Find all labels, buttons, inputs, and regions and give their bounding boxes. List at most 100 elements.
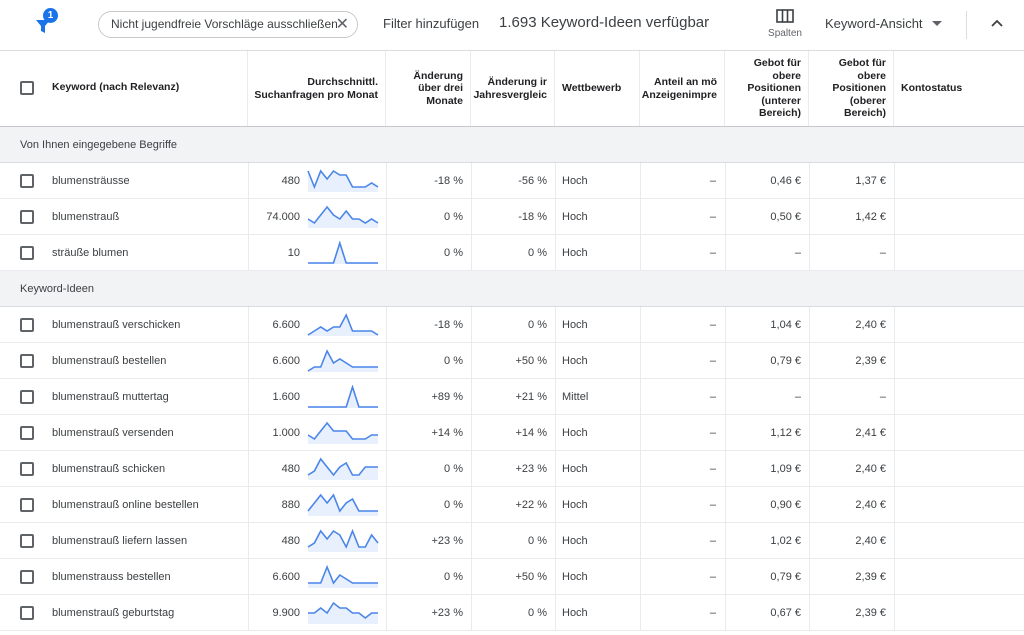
table-row[interactable]: blumenstrauß versenden 1.000 +14 % +14 % Hoc… [0,415,1024,451]
columns-button[interactable]: Spalten [758,6,812,46]
column-divider [471,451,472,486]
table-row[interactable]: blumenstrauß verschicken 6.600 -18 % 0 % Hoc… [0,307,1024,343]
columns-icon [776,9,794,23]
keyword-table: Keyword (nach Relevanz) Durchschnittl. Su… [0,50,1024,631]
column-divider [555,559,556,594]
bid-low-cell: 0,67 € [770,607,801,619]
table-row[interactable]: blumenstrauß 74.000 0 % -18 % Hoch – 0,50 € 1,4… [0,199,1024,235]
bid-high-cell: – [879,247,886,259]
row-checkbox[interactable] [20,354,34,368]
change-yoy-cell: +50 % [515,571,548,583]
table-row[interactable]: blumenstrauß online bestellen 880 0 % +22 %… [0,487,1024,523]
bid-low-cell: – [794,247,801,259]
header-bid-low[interactable]: Gebot für obere Positionen (unterer Bereich) [725,51,809,126]
avg-searches-cell: 10 [287,247,300,259]
header-keyword[interactable]: Keyword (nach Relevanz) [52,81,180,93]
row-checkbox[interactable] [20,210,34,224]
trend-sparkline [307,529,379,552]
column-divider [555,523,556,558]
filter-icon[interactable] [30,11,58,39]
row-checkbox[interactable] [20,534,34,548]
column-divider [555,595,556,630]
table-row[interactable]: blumensträusse 480 -18 % -56 % Hoch – 0,46 € 1,… [0,163,1024,199]
table-row[interactable]: blumenstrauß liefern lassen 480 +23 % 0 % Ho… [0,523,1024,559]
table-row[interactable]: sträuße blumen 10 0 % 0 % Hoch – – – [0,235,1024,271]
keyword-cell: blumenstrauß geburtstag [52,607,175,619]
row-checkbox[interactable] [20,606,34,620]
chevron-up-icon[interactable] [990,18,1004,28]
table-row[interactable]: blumenstrauß geburtstag 9.900 +23 % 0 % Hoch… [0,595,1024,631]
trend-area [308,423,378,444]
header-avg-searches[interactable]: Durchschnittl. Suchanfragen pro Monat [248,51,386,126]
select-all-checkbox[interactable] [20,81,34,95]
header-ad-share[interactable]: Anteil an mö Anzeigenimpre [640,51,725,126]
bid-low-cell: 1,02 € [770,535,801,547]
row-checkbox[interactable] [20,390,34,404]
table-row[interactable]: blumenstrauß bestellen 6.600 0 % +50 % Hoch –… [0,343,1024,379]
column-divider [725,451,726,486]
change-3m-cell: 0 % [444,571,463,583]
row-checkbox[interactable] [20,174,34,188]
row-checkbox[interactable] [20,462,34,476]
trend-line [307,493,378,513]
caret-down-icon[interactable] [932,21,942,26]
table-row[interactable]: blumenstrauss bestellen 6.600 0 % +50 % Hoch… [0,559,1024,595]
trend-area [308,603,378,624]
competition-cell: Hoch [562,535,588,547]
row-checkbox[interactable] [20,498,34,512]
column-divider [894,487,895,522]
row-checkbox[interactable] [20,318,34,332]
trend-area [308,387,378,408]
column-divider [809,451,810,486]
header-competition[interactable]: Wettbewerb [555,51,640,126]
add-filter-button[interactable]: Filter hinzufügen [383,16,480,31]
header-change-3m[interactable]: Änderung über drei Monate [386,51,471,126]
header-change-3m-line2: über drei [418,82,463,95]
toolbar-divider [966,11,967,39]
section-header: Keyword-Ideen [0,271,1024,307]
trend-line [308,385,378,408]
header-change-yoy[interactable]: Änderung ir Jahresvergleic [471,51,555,126]
column-divider [248,343,249,378]
change-3m-cell: 0 % [444,355,463,367]
column-divider [725,379,726,414]
keyword-cell: blumenstrauss bestellen [52,571,171,583]
ad-share-cell: – [709,175,716,187]
bid-high-cell: 2,40 € [855,463,886,475]
column-divider [555,343,556,378]
keyword-view-select[interactable]: Keyword-Ansicht [825,16,923,31]
competition-cell: Hoch [562,355,588,367]
competition-cell: Hoch [562,499,588,511]
close-icon[interactable]: ✕ [335,16,349,33]
column-divider [471,379,472,414]
competition-cell: Hoch [562,571,588,583]
column-divider [894,451,895,486]
row-checkbox[interactable] [20,570,34,584]
column-divider [640,199,641,234]
trend-line [308,565,378,585]
row-checkbox[interactable] [20,246,34,260]
filter-chip-adult[interactable]: Nicht jugendfreie Vorschläge ausschließe… [98,11,358,38]
table-row[interactable]: blumenstrauß muttertag 1.600 +89 % +21 % Mit… [0,379,1024,415]
header-change-3m-line3: Monate [426,94,463,107]
bid-high-cell: 2,40 € [855,535,886,547]
header-account-status[interactable]: Kontostatus [894,51,1024,126]
column-divider [894,163,895,198]
table-row[interactable]: blumenstrauß schicken 480 0 % +23 % Hoch – 1,0… [0,451,1024,487]
avg-searches-cell: 880 [281,499,300,511]
competition-cell: Hoch [562,319,588,331]
change-3m-cell: 0 % [444,211,463,223]
bid-high-cell: 2,39 € [855,607,886,619]
header-bid-high-line1: Gebot für [838,57,886,70]
column-divider [725,415,726,450]
row-checkbox[interactable] [20,426,34,440]
trend-sparkline [308,565,378,588]
bid-high-cell: 2,40 € [855,499,886,511]
avg-searches-cell: 480 [281,535,300,547]
bid-low-cell: 0,79 € [770,355,801,367]
header-bid-high[interactable]: Gebot für obere Positionen (oberer Bereich) [809,51,894,126]
header-ad-share-line2: Anzeigenimpre [641,88,717,101]
trend-area [308,207,378,228]
column-divider [725,343,726,378]
column-divider [894,235,895,270]
